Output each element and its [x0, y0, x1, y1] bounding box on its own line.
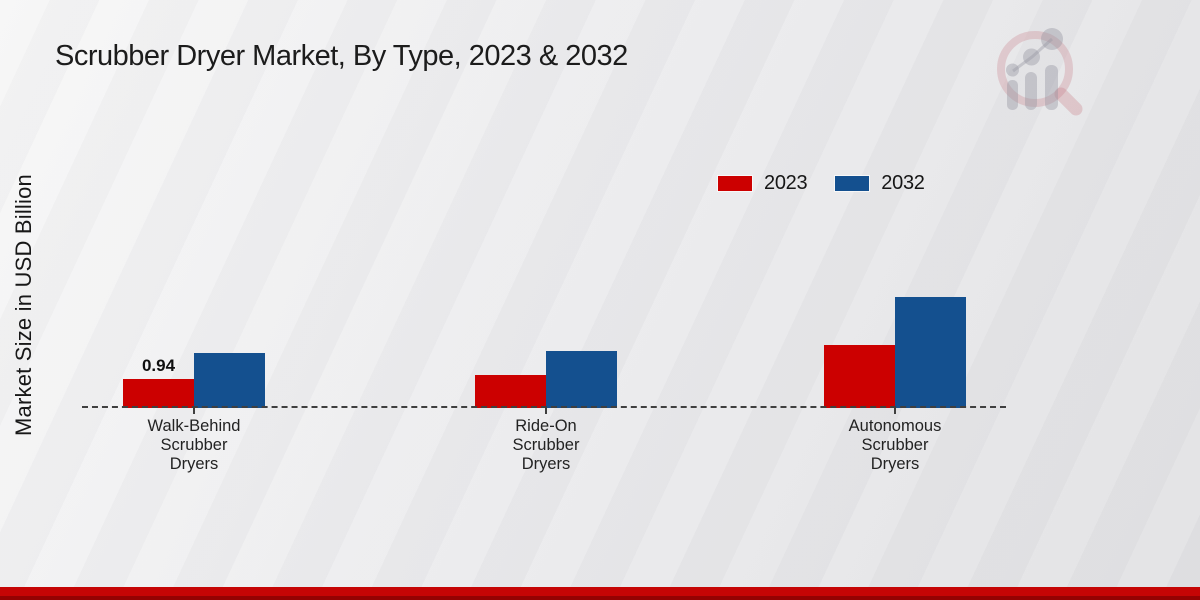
x-tick [894, 408, 896, 414]
legend-item-2032: 2032 [835, 171, 925, 195]
x-axis-baseline [82, 406, 1006, 408]
bar-2023-category-2 [824, 345, 895, 408]
bar-2023-category-1 [475, 375, 546, 408]
magnifier-bar-chart-logo-icon [985, 22, 1090, 124]
category-label: Autonomous Scrubber Dryers [848, 417, 942, 473]
bar-2032-category-0 [194, 353, 265, 408]
category-label: Walk-Behind Scrubber Dryers [147, 417, 241, 473]
chart-title: Scrubber Dryer Market, By Type, 2023 & 2… [55, 40, 628, 72]
bar-value-label: 0.94 [141, 356, 176, 375]
legend-label-2032: 2032 [881, 171, 925, 194]
bar-2023-category-0 [123, 379, 194, 408]
bar-2032-category-1 [546, 351, 617, 408]
legend-label-2023: 2023 [764, 171, 808, 194]
y-axis-label: Market Size in USD Billion [11, 174, 36, 436]
legend-swatch-2032 [835, 175, 870, 191]
footer-accent-bar [0, 587, 1200, 600]
category-label: Ride-On Scrubber Dryers [512, 417, 580, 473]
legend-swatch-2023 [718, 175, 752, 191]
legend-item-2023: 2023 [718, 171, 808, 195]
x-tick [545, 408, 547, 414]
x-tick [193, 408, 195, 414]
bar-2032-category-2 [895, 297, 966, 408]
legend: 2023 2032 [718, 168, 925, 198]
